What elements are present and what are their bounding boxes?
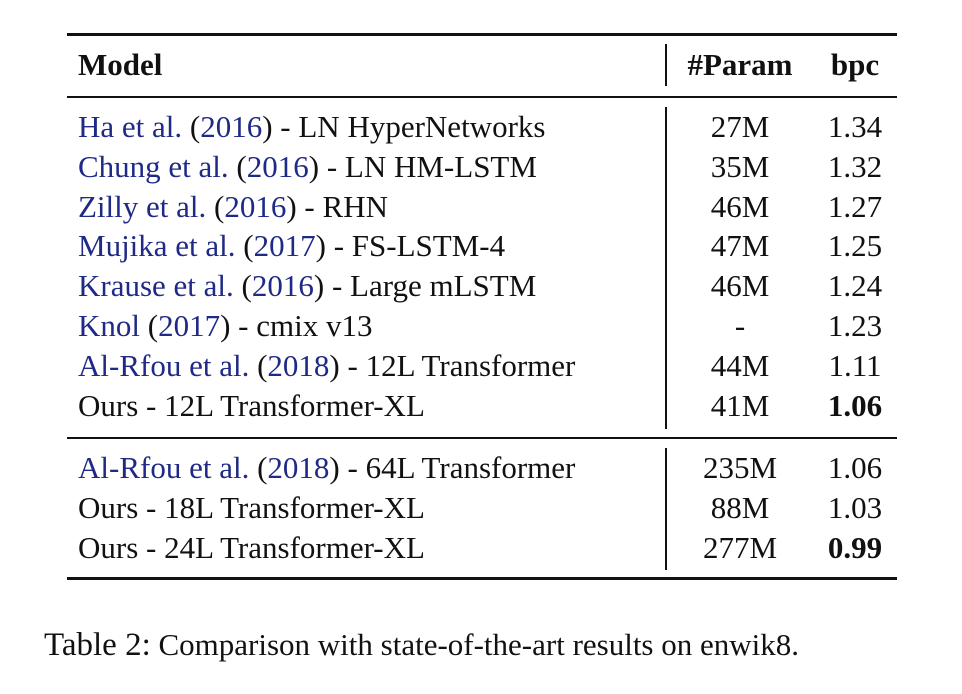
header-bpc: bpc bbox=[830, 47, 880, 82]
citation-author: Al-Rfou et al. bbox=[78, 347, 250, 383]
model-description: Large mLSTM bbox=[350, 268, 537, 304]
header-divider bbox=[665, 44, 667, 86]
model-cell: Al-Rfou et al. (2018) - 12L Transformer bbox=[78, 347, 576, 383]
model-name: Ours - 24L Transformer-XL bbox=[78, 530, 425, 565]
bpc-cell: 1.11 bbox=[828, 347, 882, 383]
model-cell: Knol (2017) - cmix v13 bbox=[78, 308, 373, 343]
param-cell: 44M bbox=[710, 347, 770, 383]
param-cell: 27M bbox=[710, 109, 770, 144]
header-param: #Param bbox=[687, 47, 793, 82]
param-cell: 46M bbox=[710, 268, 770, 304]
group2-divider bbox=[665, 448, 667, 570]
group1-divider bbox=[665, 107, 667, 429]
model-cell: Zilly et al. (2016) - RHN bbox=[78, 188, 388, 224]
citation-year: 2016 bbox=[251, 268, 314, 304]
bpc-cell: 1.25 bbox=[827, 228, 883, 264]
bottom-rule bbox=[67, 577, 897, 580]
model-description: cmix v13 bbox=[256, 308, 373, 343]
citation-author: Knol bbox=[78, 308, 140, 343]
param-cell: 35M bbox=[710, 148, 770, 184]
bpc-cell: 1.06 bbox=[827, 387, 883, 423]
model-cell: Ours - 18L Transformer-XL bbox=[78, 489, 425, 527]
param-cell: 41M bbox=[710, 387, 770, 423]
bpc-cell: 1.32 bbox=[827, 148, 883, 184]
citation-year: 2017 bbox=[158, 308, 221, 343]
param-cell: 88M bbox=[710, 490, 770, 525]
model-description: LN HM-LSTM bbox=[344, 148, 537, 184]
header-model: Model bbox=[78, 47, 163, 82]
group-separator-rule bbox=[67, 437, 897, 439]
param-cell: 46M bbox=[710, 188, 770, 224]
bpc-cell: 1.27 bbox=[827, 188, 883, 224]
model-name: Ours - 18L Transformer-XL bbox=[78, 490, 425, 525]
top-rule bbox=[67, 33, 897, 36]
param-cell: 47M bbox=[710, 228, 770, 264]
citation-author: Mujika et al. bbox=[78, 228, 236, 264]
bpc-cell: 1.24 bbox=[827, 268, 883, 304]
citation-author: Chung et al. bbox=[78, 148, 229, 184]
caption-text: Comparison with state-of-the-art results… bbox=[158, 627, 800, 662]
citation-year: 2016 bbox=[246, 148, 309, 184]
model-cell: Al-Rfou et al. (2018) - 64L Transformer bbox=[78, 450, 576, 485]
model-cell: Ours - 12L Transformer-XL bbox=[78, 387, 425, 425]
model-cell: Ha et al. (2016) - LN HyperNetworks bbox=[78, 109, 546, 144]
citation-year: 2017 bbox=[253, 228, 316, 264]
bpc-cell: 0.99 bbox=[827, 530, 883, 565]
citation-author: Zilly et al. bbox=[78, 188, 207, 224]
model-cell: Ours - 24L Transformer-XL bbox=[78, 529, 425, 567]
param-cell: - bbox=[734, 308, 746, 343]
param-cell: 235M bbox=[702, 450, 778, 485]
model-description: 64L Transformer bbox=[365, 450, 576, 485]
model-cell: Chung et al. (2016) - LN HM-LSTM bbox=[78, 148, 537, 184]
citation-year: 2018 bbox=[267, 450, 330, 485]
header-rule bbox=[67, 96, 897, 98]
param-cell: 277M bbox=[702, 530, 778, 565]
model-description: FS-LSTM-4 bbox=[351, 228, 506, 264]
model-cell: Mujika et al. (2017) - FS-LSTM-4 bbox=[78, 228, 506, 264]
model-cell: Krause et al. (2016) - Large mLSTM bbox=[78, 268, 537, 304]
model-description: RHN bbox=[322, 188, 388, 224]
bpc-cell: 1.03 bbox=[827, 490, 883, 525]
model-name: Ours - 12L Transformer-XL bbox=[78, 387, 425, 423]
bpc-cell: 1.34 bbox=[827, 109, 883, 144]
citation-year: 2016 bbox=[224, 188, 287, 224]
bpc-cell: 1.23 bbox=[827, 308, 883, 343]
caption-label: Table 2: bbox=[44, 627, 151, 663]
model-description: 12L Transformer bbox=[365, 347, 576, 383]
bpc-cell: 1.06 bbox=[827, 450, 883, 485]
citation-author: Al-Rfou et al. bbox=[78, 450, 250, 485]
citation-year: 2016 bbox=[200, 109, 263, 144]
citation-author: Krause et al. bbox=[78, 268, 234, 304]
citation-year: 2018 bbox=[267, 347, 330, 383]
table-caption: Table 2: Comparison with state-of-the-ar… bbox=[44, 625, 799, 665]
citation-author: Ha et al. bbox=[78, 109, 183, 144]
model-description: LN HyperNetworks bbox=[298, 109, 546, 144]
